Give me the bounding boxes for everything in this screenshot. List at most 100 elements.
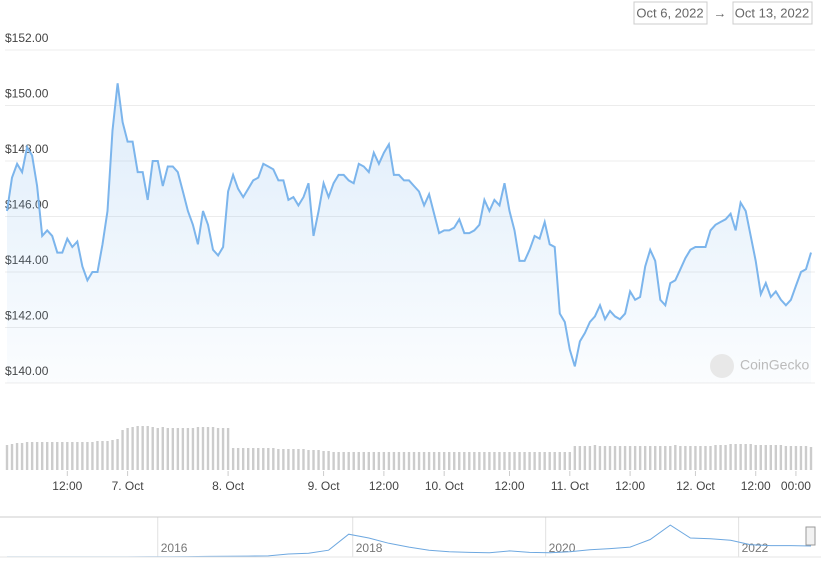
volume-bar (714, 445, 717, 470)
volume-bar (81, 442, 84, 470)
volume-bar (407, 452, 411, 470)
volume-bar (126, 428, 129, 470)
date-from[interactable]: Oct 6, 2022 (636, 5, 703, 20)
volume-bar (548, 452, 551, 470)
volume-bar (30, 442, 34, 470)
volume-bar (176, 428, 180, 470)
watermark-text: CoinGecko (740, 357, 809, 373)
volume-bar (221, 428, 225, 470)
volume-bar (25, 442, 29, 470)
volume-bar (136, 426, 139, 470)
volume-bar (10, 444, 14, 470)
volume-bar (76, 442, 79, 470)
volume-bar (779, 445, 783, 470)
volume-bar (322, 451, 325, 470)
volume-bar (628, 446, 632, 470)
x-tick-label: 12:00 (741, 479, 771, 493)
area (7, 83, 811, 384)
volume-bar (538, 452, 541, 470)
volume-bar (679, 446, 682, 470)
volume-bar (458, 452, 461, 470)
volume-bar (267, 448, 270, 470)
volume-bar (166, 428, 169, 470)
volume-bar (35, 442, 39, 470)
volume-bar (247, 448, 250, 470)
volume-bar (402, 452, 406, 470)
navigator-tick-label: 2018 (356, 541, 383, 555)
volume-bar (106, 441, 109, 470)
watermark-logo (710, 354, 734, 378)
volume-bar (674, 445, 677, 470)
price-line (6, 83, 812, 367)
volume-bar (61, 442, 64, 470)
volume-bar (367, 452, 370, 470)
volume-bar (638, 446, 642, 470)
volume-bar (518, 452, 521, 470)
volume-bar (111, 440, 114, 470)
volume-bar (804, 446, 808, 470)
volume-bar (206, 427, 210, 470)
volume-bar (5, 445, 9, 470)
volume-bar (649, 446, 652, 470)
volume-bar (312, 450, 315, 470)
volume-bar (181, 428, 185, 470)
volume-bar (171, 428, 175, 470)
volume-bar (588, 446, 592, 470)
volume-bar (51, 442, 54, 470)
date-to[interactable]: Oct 13, 2022 (735, 5, 809, 20)
volume-bar (573, 446, 577, 470)
volume-bar (186, 428, 190, 470)
volume-bar (226, 428, 230, 470)
volume-bar (453, 452, 456, 470)
volume-bar (784, 446, 788, 470)
volume-bar (488, 452, 491, 470)
volume-bar (769, 445, 772, 470)
x-tick-label: 12. Oct (676, 479, 715, 493)
volume-bar (643, 446, 647, 470)
volume-bar (734, 444, 737, 470)
volume-bar (654, 446, 657, 470)
volume-bar (91, 442, 94, 470)
navigator-tick-label: 2016 (161, 541, 188, 555)
volume-bar (432, 452, 436, 470)
volume-bar (729, 444, 732, 470)
volume-bar (116, 439, 119, 470)
volume-bar (101, 441, 104, 470)
volume-bar (563, 452, 566, 470)
volume-bar (749, 444, 752, 470)
volume-bar (754, 445, 757, 470)
x-tick-label: 11. Oct (551, 479, 589, 493)
volume-bar (593, 445, 597, 470)
navigator-handle[interactable] (805, 526, 816, 546)
volume-bar (121, 430, 124, 470)
volume-bar (377, 452, 381, 470)
volume-bar (618, 446, 622, 470)
volume-bar (191, 428, 195, 470)
volume-bar (463, 452, 466, 470)
volume-bar (422, 452, 426, 470)
volume-bar (448, 452, 451, 470)
volume-bar (241, 448, 245, 470)
volume-bar (764, 445, 767, 470)
volume-bar (704, 446, 707, 470)
volume-bar (337, 452, 340, 470)
volume-bar (513, 452, 516, 470)
volume-bar (503, 452, 506, 470)
date-from-box[interactable] (633, 1, 708, 25)
date-to-box[interactable] (732, 1, 813, 25)
volume-bar (608, 446, 612, 470)
volume-bar (719, 445, 722, 470)
volume-bar (583, 446, 587, 470)
y-tick-label: $150.00 (5, 87, 49, 101)
volume-bar (799, 446, 803, 470)
volume-bar (623, 446, 627, 470)
volume-bar (684, 446, 687, 470)
volume-bar (809, 447, 813, 470)
volume-bar (759, 445, 762, 470)
volume-bar (66, 442, 69, 470)
volume-bar (709, 446, 712, 470)
volume-bar (272, 448, 275, 470)
date-arrow: → (714, 5, 727, 20)
